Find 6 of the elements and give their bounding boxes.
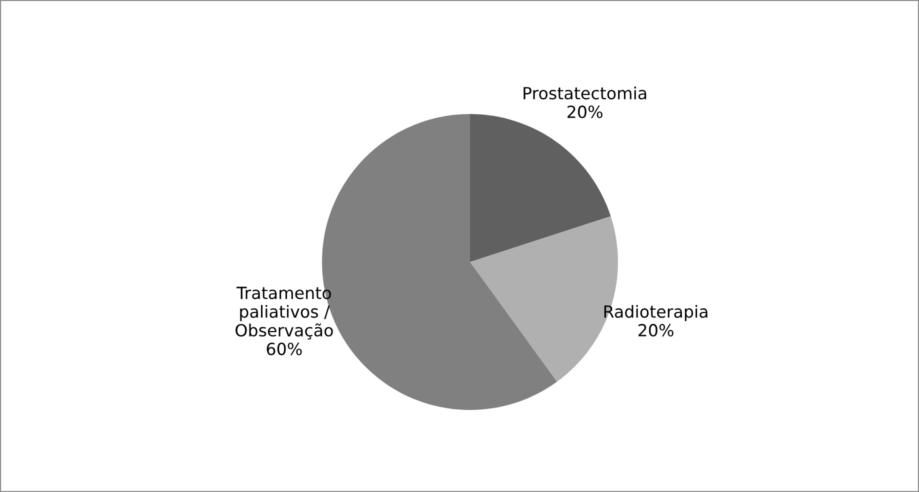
data-label: 20% — [568, 106, 602, 118]
data-label: 60% — [266, 342, 302, 356]
slice-label: Prostatectomia — [524, 86, 646, 100]
slice-label: Radioterapia — [604, 304, 708, 322]
data-label: 20% — [638, 324, 674, 337]
slice-label: Tratamento paliativos / Observação — [236, 286, 333, 340]
